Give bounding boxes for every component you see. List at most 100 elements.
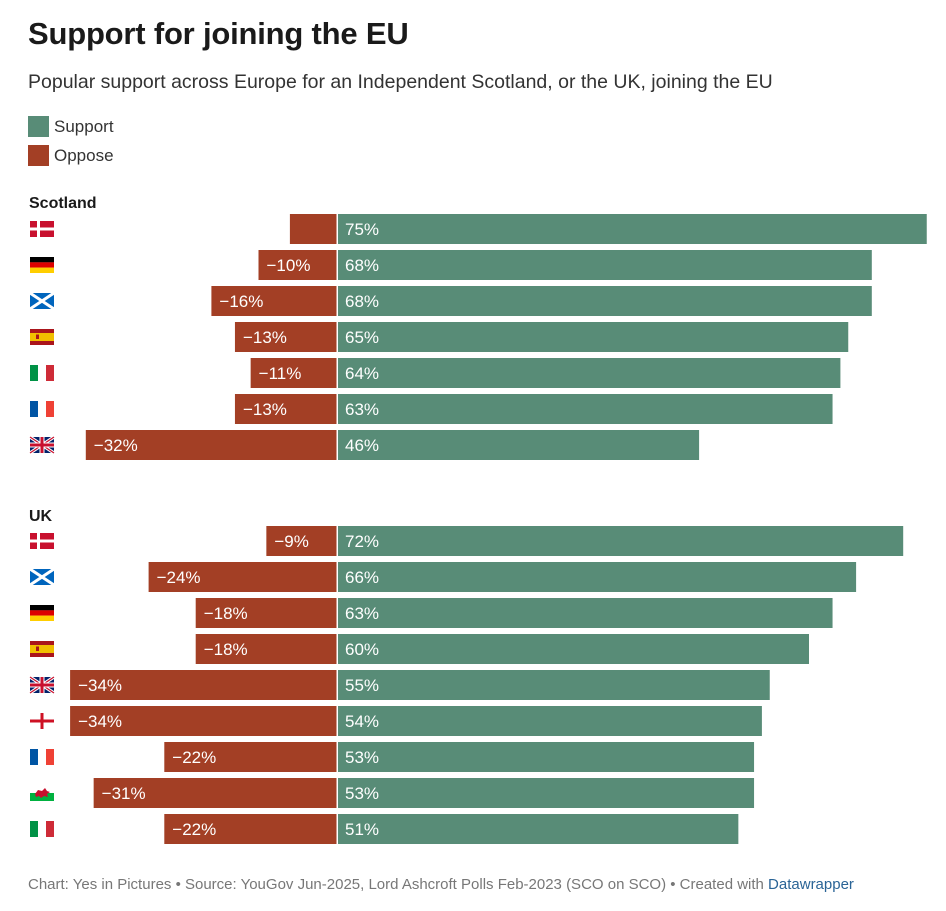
chart-subtitle: Popular support across Europe for an Ind…: [28, 71, 773, 93]
legend: Support Oppose: [28, 112, 114, 170]
legend-label-oppose: Oppose: [54, 145, 114, 165]
oppose-value-label: −24%: [157, 568, 201, 587]
support-value-label: 63%: [345, 604, 379, 623]
support-value-label: 68%: [345, 256, 379, 275]
oppose-bar: [234, 394, 337, 424]
zero-divider: [336, 322, 338, 352]
zero-divider: [336, 250, 338, 280]
oppose-bar: [258, 250, 337, 280]
support-bar: [338, 670, 770, 700]
bar-row: 75%: [30, 214, 927, 244]
denmark-flag-icon: [30, 221, 54, 237]
zero-divider: [336, 634, 338, 664]
oppose-value-label: −9%: [274, 532, 309, 551]
support-bar: [338, 430, 700, 460]
oppose-bar: [148, 562, 337, 592]
support-value-label: 66%: [345, 568, 379, 587]
bar-row: 51% −22%: [30, 814, 739, 844]
legend-item-oppose: Oppose: [28, 141, 114, 170]
support-bar: [338, 394, 833, 424]
support-bar: [338, 250, 872, 280]
zero-divider: [336, 814, 338, 844]
zero-divider: [336, 526, 338, 556]
oppose-bar: [211, 286, 337, 316]
oppose-value-label: −22%: [172, 748, 216, 767]
bar-row: 53% −22%: [30, 742, 755, 772]
germany-flag-icon: [30, 605, 54, 621]
spain-flag-icon: [30, 329, 54, 345]
oppose-value-label: −22%: [172, 820, 216, 839]
italy-flag-icon: [30, 821, 54, 837]
bar-row: 72% −9%: [30, 526, 904, 556]
scotland-flag-icon: [29, 291, 55, 311]
oppose-bar: [250, 358, 337, 388]
bar-row: 55% −34%: [29, 670, 770, 700]
oppose-value-label: −18%: [204, 640, 248, 659]
support-bar: [338, 634, 809, 664]
support-bar: [338, 598, 833, 628]
datawrapper-link[interactable]: Datawrapper: [768, 876, 854, 893]
support-bar: [338, 286, 872, 316]
uk-flag-icon: [29, 435, 55, 455]
oppose-value-label: −31%: [102, 784, 146, 803]
spain-flag-icon: [30, 641, 54, 657]
bar-row: 68% −16%: [29, 286, 872, 316]
support-value-label: 51%: [345, 820, 379, 839]
support-value-label: 65%: [345, 328, 379, 347]
oppose-bar: [164, 814, 337, 844]
support-bar: [338, 322, 849, 352]
chart-footer: Chart: Yes in Pictures • Source: YouGov …: [28, 876, 854, 893]
group-title: UK: [29, 508, 53, 525]
bar-row: 53% −31%: [30, 778, 755, 808]
zero-divider: [336, 394, 338, 424]
zero-divider: [336, 742, 338, 772]
oppose-bar: [93, 778, 338, 808]
oppose-bar: [234, 322, 337, 352]
zero-divider: [336, 778, 338, 808]
bar-row: 65% −13%: [30, 322, 849, 352]
oppose-value-label: −32%: [94, 436, 138, 455]
zero-divider: [336, 706, 338, 736]
bar-row: 54% −34%: [30, 706, 762, 736]
oppose-bar: [195, 634, 337, 664]
oppose-value-label: −13%: [243, 328, 287, 347]
support-value-label: 75%: [345, 220, 379, 239]
support-value-label: 53%: [345, 748, 379, 767]
group-scotland: Scotland75%68%−10%68%−16%65%−13%64%−11%6…: [29, 195, 927, 460]
support-bar: [338, 778, 755, 808]
wales-flag-icon: [30, 785, 54, 801]
support-bar: [338, 214, 927, 244]
oppose-value-label: −34%: [78, 676, 122, 695]
support-value-label: 63%: [345, 400, 379, 419]
legend-label-support: Support: [54, 116, 114, 136]
legend-swatch-oppose: [28, 145, 49, 166]
chart-title: Support for joining the EU: [28, 16, 409, 51]
oppose-bar: [85, 430, 337, 460]
support-value-label: 46%: [345, 436, 379, 455]
oppose-value-label: −13%: [243, 400, 287, 419]
england-flag-icon: [30, 713, 54, 729]
bar-row: 63% −18%: [30, 598, 833, 628]
oppose-value-label: −16%: [219, 292, 263, 311]
oppose-bar: [70, 706, 337, 736]
france-flag-icon: [30, 401, 54, 417]
group-title: Scotland: [29, 195, 97, 212]
bar-row: 66% −24%: [29, 562, 857, 592]
support-value-label: 64%: [345, 364, 379, 383]
support-bar: [338, 742, 755, 772]
zero-divider: [336, 214, 338, 244]
support-bar: [338, 358, 841, 388]
oppose-value-label: −11%: [259, 364, 302, 383]
scotland-flag-icon: [29, 567, 55, 587]
diverging-bar-chart: Scotland75%68%−10%68%−16%65%−13%64%−11%6…: [29, 195, 927, 844]
oppose-value-label: −34%: [78, 712, 122, 731]
zero-divider: [336, 562, 338, 592]
support-value-label: 68%: [345, 292, 379, 311]
support-bar: [338, 706, 762, 736]
oppose-bar: [289, 214, 337, 244]
oppose-bar: [70, 670, 337, 700]
oppose-bar: [266, 526, 337, 556]
oppose-value-label: −18%: [204, 604, 248, 623]
france-flag-icon: [30, 749, 54, 765]
zero-divider: [336, 670, 338, 700]
